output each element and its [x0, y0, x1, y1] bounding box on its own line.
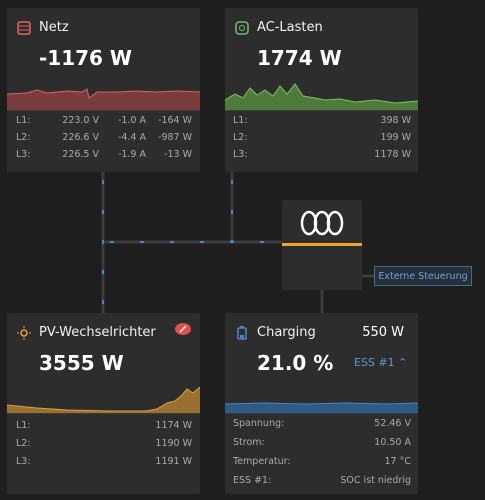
detail-value: SOC ist niedrig — [340, 475, 411, 486]
divider — [7, 110, 200, 111]
power: 1190 W — [155, 438, 192, 449]
power: -987 W — [158, 132, 192, 143]
battery-soc: 21.0 % — [257, 351, 334, 375]
power: 199 W — [380, 132, 411, 143]
divider — [7, 413, 200, 414]
phase-label: L2: — [16, 438, 31, 449]
phase-label: L3: — [16, 456, 31, 467]
power: -164 W — [158, 115, 192, 126]
power: 398 W — [380, 115, 411, 126]
ac-loads-sparkline — [225, 83, 418, 110]
power: -13 W — [164, 149, 192, 160]
detail-label: Spannung: — [233, 418, 285, 429]
grid-panel[interactable]: Netz -1176 W L1: 223.0 V -1.0 A -164 W L2: 22… — [7, 8, 200, 172]
external-control-button[interactable]: Externe Steuerung — [374, 266, 472, 286]
phase-label: L1: — [16, 115, 31, 126]
pv-power: 3555 W — [39, 351, 124, 375]
divider — [225, 413, 418, 414]
ac-loads-panel[interactable]: AC-Lasten 1774 W L1: 398 W L2: 199 W L3: 1178… — [225, 8, 418, 172]
phase-label: L2: — [16, 132, 31, 143]
battery-icon — [237, 326, 247, 340]
voltage: 226.6 V — [62, 132, 99, 143]
battery-state: Charging — [257, 325, 316, 340]
battery-power: 550 W — [362, 325, 404, 340]
grid-power: -1176 W — [39, 46, 132, 70]
victron-logo — [300, 210, 344, 236]
pv-badge — [175, 323, 191, 335]
detail-label: Strom: — [233, 437, 265, 448]
battery-sparkline — [225, 402, 418, 413]
current: -4.4 A — [117, 132, 146, 143]
ess-selector[interactable]: ESS #1 ⌃ — [354, 356, 408, 369]
voltage: 226.5 V — [62, 149, 99, 160]
phase-label: L3: — [16, 149, 31, 160]
divider — [225, 110, 418, 111]
ess-label: ESS #1 — [354, 356, 395, 369]
current: -1.9 A — [117, 149, 146, 160]
detail-value: 10.50 A — [374, 437, 411, 448]
pv-sparkline — [7, 386, 200, 413]
inverter-state-bar — [282, 243, 362, 246]
voltage: 223.0 V — [62, 115, 99, 126]
detail-label: ESS #1: — [233, 475, 272, 486]
pv-title: PV-Wechselrichter — [39, 325, 156, 340]
detail-value: 52.46 V — [374, 418, 411, 429]
inverter-panel[interactable] — [282, 200, 362, 290]
ac-loads-icon — [235, 21, 249, 35]
detail-value: 17 °C — [384, 456, 412, 467]
grid-icon — [17, 21, 31, 35]
ac-loads-power: 1774 W — [257, 46, 342, 70]
current: -1.0 A — [117, 115, 146, 126]
phase-label: L1: — [233, 115, 248, 126]
phase-label: L1: — [16, 420, 31, 431]
phase-label: L2: — [233, 132, 248, 143]
power: 1178 W — [374, 149, 411, 160]
phase-label: L3: — [233, 149, 248, 160]
power: 1174 W — [155, 420, 192, 431]
grid-sparkline — [7, 88, 200, 110]
power: 1191 W — [155, 456, 192, 467]
pv-icon — [17, 326, 31, 340]
ac-loads-title: AC-Lasten — [257, 20, 323, 35]
pv-inverter-panel[interactable]: PV-Wechselrichter 3555 W L1: 1174 W L2: 119… — [7, 313, 200, 494]
battery-panel[interactable]: Charging 550 W 21.0 % ESS #1 ⌃ Spannung:… — [225, 313, 418, 494]
detail-label: Temperatur: — [233, 456, 291, 467]
grid-title: Netz — [39, 20, 69, 35]
